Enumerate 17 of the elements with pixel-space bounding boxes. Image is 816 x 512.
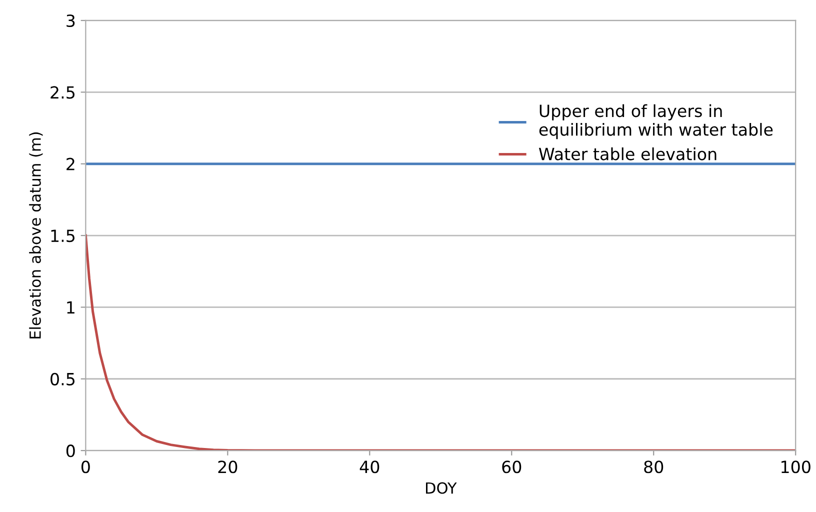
x-tick-label: 80 (644, 460, 664, 474)
legend-label: Water table elevation (538, 147, 716, 160)
x-tick-label: 60 (502, 460, 522, 474)
y-tick-label: 2 (66, 158, 74, 170)
y-tick-label: 0.5 (50, 372, 75, 386)
legend-label: Upper end of layers in equilibrium with water table (539, 104, 773, 140)
y-tick-label: 1.5 (51, 230, 75, 242)
y-tick-label: 2.5 (50, 86, 75, 99)
x-axis-title: DOY (426, 482, 457, 494)
x-tick-label: 0 (81, 460, 90, 474)
y-axis-title: Elevation above datum (m) (29, 132, 43, 338)
y-tick-label: 0 (66, 444, 75, 458)
x-tick-label: 100 (782, 460, 810, 474)
x-tick-label: 20 (218, 460, 238, 474)
y-tick-label: 3 (66, 14, 75, 28)
x-tick-label: 40 (360, 460, 380, 474)
y-tick-label: 1 (67, 301, 74, 314)
